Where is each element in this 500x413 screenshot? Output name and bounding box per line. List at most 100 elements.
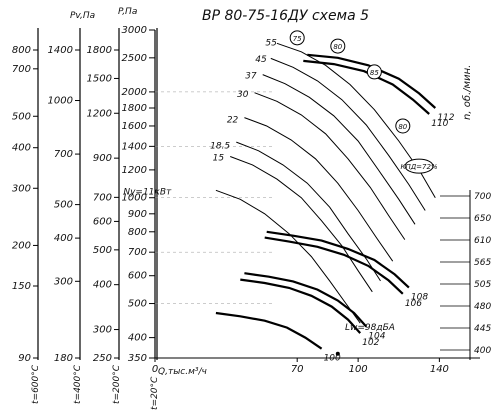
chart-title: ВР 80-75-16ДУ схема 5 (202, 8, 369, 24)
power-curve (276, 42, 436, 198)
rpm-curve-label: 110 (431, 119, 448, 129)
efficiency-label: КПД=72% (400, 163, 437, 171)
temperature-axis-tick-label: 500 (12, 111, 31, 122)
temperature-axis-tick-label: 90 (18, 353, 31, 364)
efficiency-label-circle (366, 64, 382, 80)
temp-axis-label-400: t=400°C (73, 364, 83, 404)
n-axis-tick-label: 565 (474, 258, 491, 268)
p-axis-tick-label: 2000 (122, 87, 147, 98)
temperature-axis-tick-label: 1500 (87, 73, 112, 84)
p-axis-tick-label: 1000 (122, 193, 147, 204)
rpm-curve (264, 236, 404, 295)
power-curve (254, 92, 406, 240)
power-curve (262, 74, 416, 225)
pv-axis-label: Pv,Па (70, 11, 95, 21)
temperature-axis-tick-label: 1000 (48, 96, 73, 107)
p-axis-tick-label: 800 (128, 227, 147, 238)
p-axis-tick-label: 1800 (122, 103, 147, 114)
n-axis-tick-label: 700 (474, 192, 491, 202)
p-axis-tick-label: 3000 (122, 25, 147, 36)
temperature-axis-tick-label: 400 (54, 233, 73, 244)
power-label: Ny=11кВт (123, 188, 172, 198)
x-axis-tick-label: 140 (430, 364, 449, 375)
p-axis-tick-label: 900 (128, 209, 147, 220)
temperature-axis-tick-label: 300 (12, 183, 31, 194)
p-axis-tick-label: 1400 (122, 141, 147, 152)
power-label: 45 (255, 55, 267, 65)
x-axis-tick-label: 70 (291, 364, 304, 375)
p-axis-tick-label: 700 (128, 247, 147, 258)
temperature-axis-tick-label: 1400 (48, 45, 73, 56)
temperature-axis-tick-label: 700 (12, 64, 31, 75)
x-axis-label: Q,тыс.м³/ч (158, 367, 207, 377)
efficiency-label-circle (404, 158, 434, 174)
x-axis-tick-label: 0 (152, 364, 158, 375)
efficiency-label-circle (395, 118, 411, 134)
n-axis-tick-label: 650 (474, 214, 491, 224)
temperature-axis-tick-label: 400 (12, 143, 31, 154)
power-label: 15 (213, 154, 225, 164)
temperature-axis-tick-label: 1200 (87, 108, 112, 119)
temperature-axis-tick-label: 600 (93, 216, 112, 227)
efficiency-label: 85 (370, 69, 379, 77)
rpm-curve (215, 311, 323, 350)
rpm-curve-label: 106 (405, 299, 422, 309)
power-curve (230, 156, 373, 293)
rpm-curve-label: 104 (368, 332, 385, 342)
n-axis-tick-label: 480 (474, 302, 491, 312)
p-axis-tick-label: 2500 (122, 53, 147, 64)
temp-axis-label-600: t=600°C (31, 364, 41, 404)
noise-annotation: Lw=98дБА (345, 323, 395, 333)
right-axis-label: n, об./мин. (461, 65, 473, 120)
temperature-axis-tick-label: 150 (12, 281, 31, 292)
rpm-curve-label: 102 (362, 338, 379, 348)
efficiency-label-circle (289, 30, 305, 46)
annotation-marker (335, 351, 340, 356)
x-axis-tick-label: 100 (349, 364, 368, 375)
rpm-curve (266, 230, 410, 289)
efficiency-label: 80 (398, 123, 407, 131)
efficiency-label: 75 (293, 35, 302, 43)
temperature-axis-tick-label: 300 (54, 276, 73, 287)
p-axis-tick-label: 500 (128, 299, 147, 310)
power-curve (244, 117, 394, 262)
power-label: 37 (245, 71, 257, 81)
efficiency-label: 80 (333, 43, 342, 51)
temperature-axis-tick-label: 900 (93, 153, 112, 164)
temperature-axis-tick-label: 300 (93, 325, 112, 336)
power-label: 55 (265, 39, 277, 49)
efficiency-label-circle (330, 38, 346, 54)
temperature-axis-tick-label: 700 (54, 149, 73, 160)
temperature-axis-tick-label: 500 (93, 245, 112, 256)
p-axis-tick-label: 1200 (122, 165, 147, 176)
temperature-axis-tick-label: 500 (54, 200, 73, 211)
rpm-curve (307, 53, 437, 109)
rpm-curve-label: 108 (411, 293, 428, 303)
p-axis-tick-label: 350 (128, 353, 147, 364)
power-label: 18.5 (210, 141, 230, 151)
n-axis-tick-label: 610 (474, 236, 491, 246)
temperature-axis-tick-label: 200 (12, 240, 31, 251)
p-axis-tick-label: 400 (128, 333, 147, 344)
temp-axis-label-20: t=20°C (150, 376, 160, 410)
temperature-axis-tick-label: 1800 (87, 45, 112, 56)
rpm-curve-label: 112 (437, 113, 454, 123)
n-axis-tick-label: 445 (474, 324, 491, 334)
power-curve (270, 57, 426, 211)
n-axis-tick-label: 400 (474, 346, 491, 356)
temperature-axis-tick-label: 700 (93, 192, 112, 203)
temperature-axis-tick-label: 250 (93, 353, 112, 364)
temperature-axis-tick-label: 800 (12, 45, 31, 56)
power-curve (215, 189, 361, 324)
power-label: 30 (237, 90, 249, 100)
temp-axis-label-200: t=200°C (112, 364, 122, 404)
n-axis-tick-label: 505 (474, 280, 491, 290)
temperature-axis-tick-label: 180 (54, 353, 73, 364)
p-axis-tick-label: 600 (128, 271, 147, 282)
rpm-curve-label: 100 (324, 354, 341, 364)
rpm-curve (240, 278, 362, 334)
temperature-axis-tick-label: 400 (93, 280, 112, 291)
p-axis-label: P,Па (118, 7, 137, 17)
rpm-curve (244, 272, 368, 328)
